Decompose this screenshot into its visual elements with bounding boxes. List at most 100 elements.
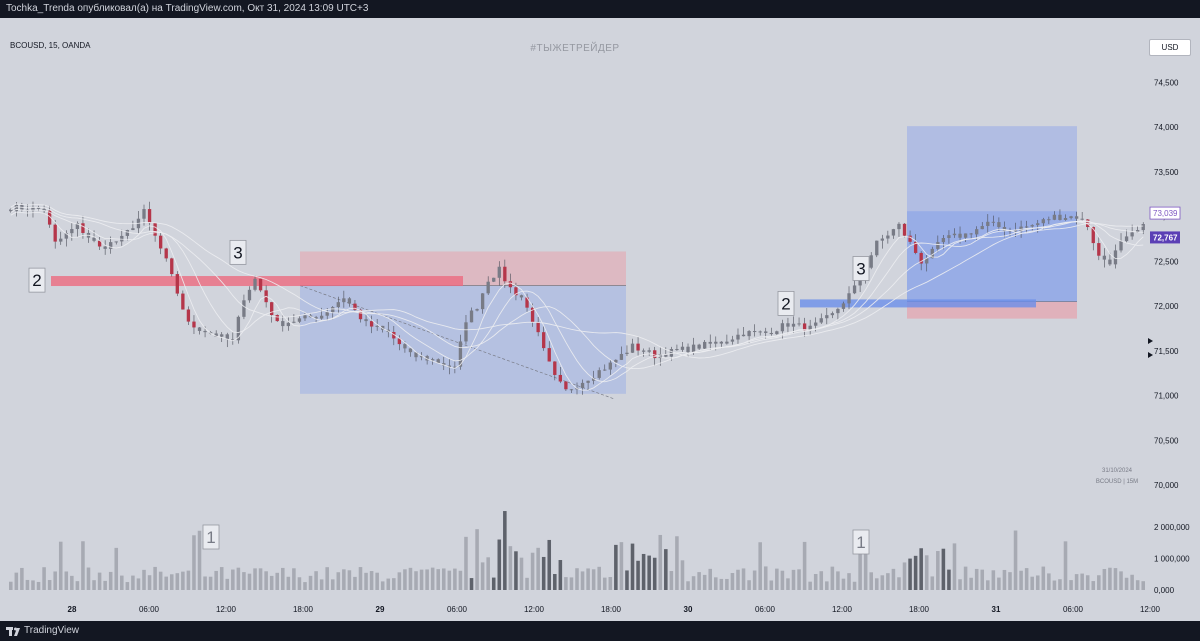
candle-body <box>586 380 590 383</box>
candle-body <box>47 210 52 225</box>
moving-average-line <box>10 203 1144 359</box>
price-tick-label: 73,500 <box>1154 168 1179 177</box>
candle-body <box>558 374 563 382</box>
annotation-label: 1 <box>856 533 865 552</box>
candle-body <box>1063 218 1068 220</box>
volume-bar <box>375 572 379 590</box>
candle-body <box>736 334 740 340</box>
candle-body <box>580 382 585 388</box>
candle-body <box>469 310 474 323</box>
candle-body <box>59 238 63 242</box>
candle-body <box>175 274 179 294</box>
volume-bar <box>181 571 185 590</box>
volume-bar <box>664 549 668 590</box>
volume-bar <box>208 576 213 590</box>
volume-bar <box>1019 570 1023 590</box>
annotation-box <box>777 291 795 316</box>
volume-bar <box>1108 567 1112 590</box>
volume-bar <box>636 560 640 590</box>
volume-bar <box>991 570 996 590</box>
snapshot-date: 31/10/2024 <box>1101 468 1133 474</box>
candle-body <box>814 322 818 326</box>
candle-body <box>625 352 629 354</box>
volume-bar <box>14 572 19 590</box>
annotation-label: 3 <box>856 259 865 278</box>
currency-button[interactable]: USD <box>1149 39 1191 56</box>
volume-bar <box>403 569 407 590</box>
volume-bar <box>497 539 502 590</box>
candle-body <box>752 331 757 333</box>
candle-body <box>997 222 1001 227</box>
volume-bar <box>70 575 74 590</box>
candle-body <box>319 315 324 319</box>
candle-body <box>247 289 252 301</box>
moving-average-line <box>10 211 1144 391</box>
volume-bar <box>353 576 357 590</box>
volume-bar <box>591 569 596 590</box>
volume-bar <box>863 534 868 590</box>
volume-bar <box>380 581 385 590</box>
candle-body <box>802 323 807 331</box>
candle-body <box>1047 219 1051 221</box>
volume-bar <box>708 568 713 590</box>
volume-bar <box>897 577 901 590</box>
candle-body <box>97 240 102 247</box>
price-tick-label: 71,000 <box>1154 392 1179 401</box>
volume-bar <box>258 568 263 590</box>
candle-body <box>92 237 96 241</box>
candle-body <box>747 331 751 337</box>
candle-body <box>458 341 463 367</box>
volume-bar <box>547 539 552 590</box>
candle-body <box>730 339 735 342</box>
volume-bar <box>303 582 307 590</box>
candle-body <box>64 233 68 239</box>
candle-body <box>986 221 990 227</box>
short-target-zone <box>300 285 626 394</box>
candle-body <box>392 331 396 339</box>
volume-bar <box>675 536 679 590</box>
volume-bar <box>1141 581 1146 590</box>
volume-bar <box>652 557 657 590</box>
volume-bar <box>536 547 540 590</box>
volume-bar <box>147 575 152 590</box>
candle-body <box>925 258 929 264</box>
volume-bar <box>75 581 80 590</box>
volume-bar <box>947 569 951 590</box>
price-tick-label: 71,500 <box>1154 347 1179 356</box>
volume-bar <box>486 557 490 590</box>
volume-bar <box>425 569 429 590</box>
candle-body <box>475 309 479 311</box>
candle-body <box>686 346 690 353</box>
candle-body <box>281 321 285 327</box>
candle-body <box>497 266 501 278</box>
volume-bar <box>725 578 729 590</box>
volume-bar <box>253 568 257 590</box>
candle-body <box>603 369 607 371</box>
candle-body <box>680 346 685 350</box>
candle-body <box>192 321 196 328</box>
candle-body <box>158 235 163 249</box>
volume-bar <box>558 560 563 590</box>
volume-bar <box>602 577 607 590</box>
candle-body <box>447 365 451 368</box>
volume-bar <box>369 571 374 590</box>
candle-body <box>1074 216 1079 219</box>
candle-body <box>164 248 168 259</box>
volume-bar <box>802 541 807 590</box>
candle-body <box>869 255 873 268</box>
candle-body <box>941 238 946 243</box>
candle-body <box>358 309 363 320</box>
volume-bar <box>419 569 424 590</box>
volume-bar <box>786 578 790 590</box>
volume-bar <box>597 566 601 590</box>
volume-bar <box>247 573 252 590</box>
volume-bar <box>575 568 579 590</box>
sr-red-band <box>51 276 463 287</box>
candle-body <box>547 348 551 362</box>
candle-body <box>147 209 152 224</box>
volume-bar <box>242 572 246 590</box>
time-tick-label: 30 <box>684 605 693 614</box>
volume-bar <box>58 541 63 590</box>
